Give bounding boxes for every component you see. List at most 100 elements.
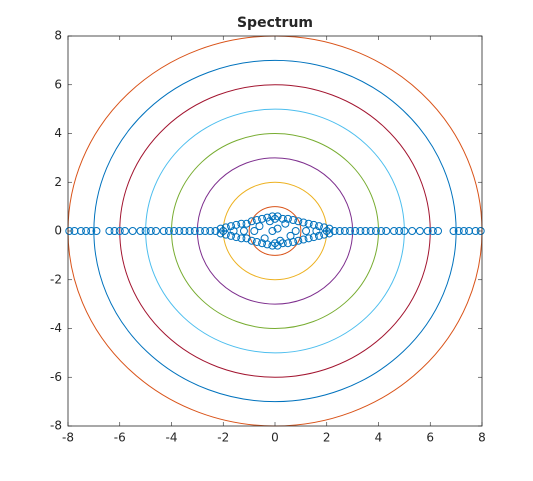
- point: [371, 227, 380, 235]
- point: [283, 214, 292, 223]
- point: [366, 227, 375, 235]
- circle: [171, 133, 379, 329]
- point: [449, 227, 458, 235]
- point: [92, 227, 101, 235]
- point: [110, 227, 119, 235]
- point: [294, 217, 303, 226]
- point: [87, 227, 96, 235]
- point: [115, 227, 124, 235]
- point: [428, 227, 437, 235]
- point: [459, 227, 468, 235]
- point: [286, 231, 295, 240]
- point: [273, 212, 282, 221]
- point: [271, 239, 279, 248]
- point: [408, 227, 417, 235]
- point: [216, 224, 225, 233]
- point: [291, 227, 300, 235]
- point: [268, 241, 277, 250]
- point: [239, 227, 248, 235]
- point: [136, 227, 145, 235]
- point: [211, 227, 220, 235]
- point: [229, 227, 238, 235]
- point: [289, 216, 298, 225]
- point: [247, 217, 256, 226]
- point: [465, 227, 474, 235]
- point: [258, 214, 267, 223]
- x-tick-label: -6: [114, 431, 126, 445]
- x-tick-label: 4: [375, 431, 383, 445]
- point: [330, 227, 339, 235]
- point: [190, 227, 199, 235]
- point: [390, 227, 399, 235]
- circle: [93, 59, 457, 403]
- y-tick-label: 0: [54, 224, 62, 238]
- point: [377, 227, 386, 235]
- point: [382, 227, 391, 235]
- y-tick-label: 6: [54, 77, 62, 91]
- circle: [248, 206, 302, 256]
- point: [283, 239, 292, 248]
- x-tick-label: 2: [323, 431, 331, 445]
- y-tick-label: -6: [50, 370, 62, 384]
- point: [237, 219, 246, 228]
- x-tick-label: 6: [426, 431, 434, 445]
- y-tick-label: -2: [50, 272, 62, 286]
- x-tick-label: -8: [62, 431, 74, 445]
- x-tick-label: 8: [478, 431, 486, 445]
- point: [76, 227, 85, 235]
- point: [242, 219, 251, 228]
- y-tick-label: 4: [54, 126, 62, 140]
- point: [423, 227, 432, 235]
- point: [180, 227, 189, 235]
- point: [335, 227, 344, 235]
- point: [219, 227, 228, 235]
- point: [304, 219, 313, 228]
- point: [227, 222, 236, 231]
- circle: [145, 108, 405, 354]
- x-tick-label: -2: [217, 431, 229, 445]
- point: [314, 222, 323, 231]
- x-tick-label: 0: [271, 431, 279, 445]
- point: [271, 214, 279, 223]
- point: [250, 227, 259, 235]
- point: [276, 236, 285, 245]
- point: [237, 234, 246, 243]
- y-tick-label: -8: [50, 419, 62, 433]
- point: [247, 236, 256, 245]
- point: [105, 227, 114, 235]
- point: [346, 227, 355, 235]
- point: [258, 239, 267, 248]
- point: [120, 227, 129, 235]
- point: [252, 237, 261, 246]
- point: [242, 234, 251, 243]
- circle: [119, 84, 431, 378]
- point: [273, 241, 282, 250]
- point: [195, 227, 204, 235]
- point: [164, 227, 173, 235]
- point: [146, 227, 155, 235]
- point: [227, 231, 236, 240]
- point: [281, 219, 290, 228]
- chart-title: Spectrum: [237, 15, 313, 31]
- point: [356, 227, 365, 235]
- y-tick-label: -4: [50, 321, 62, 335]
- point: [273, 224, 282, 233]
- point: [302, 227, 311, 235]
- point: [434, 227, 443, 235]
- point: [206, 227, 215, 235]
- point: [312, 227, 321, 235]
- point: [361, 227, 370, 235]
- point: [255, 222, 264, 231]
- point: [476, 227, 485, 235]
- point: [175, 227, 184, 235]
- y-tick-label: 8: [54, 29, 62, 43]
- point: [268, 212, 277, 221]
- point: [159, 227, 168, 235]
- point: [128, 227, 137, 235]
- point: [322, 227, 331, 235]
- point: [260, 234, 269, 243]
- point: [294, 236, 303, 245]
- point: [454, 227, 463, 235]
- point: [299, 218, 308, 227]
